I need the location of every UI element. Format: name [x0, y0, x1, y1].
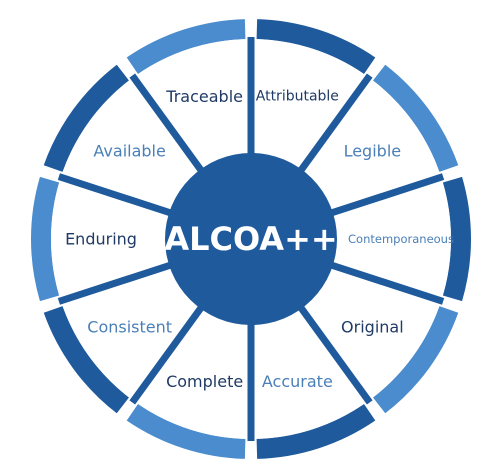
segment-label-contemporaneous: Contemporaneous [348, 232, 454, 246]
rim-segment-consistent [43, 306, 129, 414]
segment-label-enduring: Enduring [65, 230, 137, 249]
rim-segment-enduring [30, 176, 60, 302]
segment-label-consistent: Consistent [87, 318, 172, 337]
center-circle [165, 153, 337, 325]
rim-segment-traceable [126, 19, 246, 74]
rim-segment-contemporaneous [442, 176, 471, 302]
segment-label-legible: Legible [344, 141, 402, 160]
rim-segment-accurate [256, 404, 376, 459]
spoke-2 [296, 73, 373, 175]
segment-label-available: Available [93, 141, 165, 160]
segment-labels: Attributable Legible Contemporaneous Origin… [65, 87, 454, 391]
spoke-4 [327, 261, 445, 305]
spoke-9 [57, 173, 175, 217]
segment-label-original: Original [341, 318, 404, 337]
segment-label-traceable: Traceable [165, 87, 243, 106]
spoke-8 [57, 261, 175, 305]
spoke-7 [129, 303, 206, 405]
rim-segments [30, 19, 471, 459]
segment-label-accurate: Accurate [262, 372, 333, 391]
spoke-3 [327, 173, 445, 217]
center-label: ALCOA++ [164, 220, 337, 258]
rim-segment-original [373, 306, 459, 414]
spoke-10 [129, 73, 206, 175]
rim-segment-legible [373, 64, 459, 172]
rim-segment-available [43, 64, 129, 172]
spoke-5 [296, 303, 373, 405]
segment-label-attributable: Attributable [256, 88, 339, 104]
spokes [57, 37, 445, 441]
segment-label-complete: Complete [166, 372, 243, 391]
rim-segment-complete [126, 404, 246, 459]
rim-segment-attributable [256, 19, 376, 74]
